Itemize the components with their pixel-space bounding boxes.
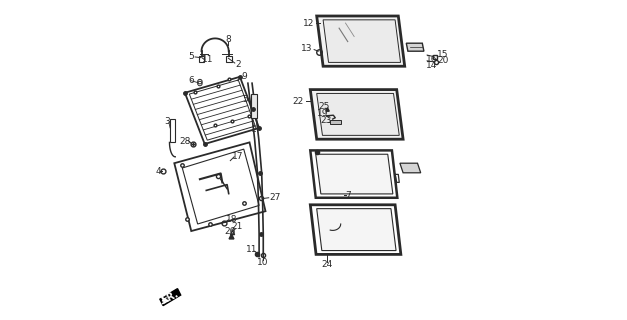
Text: 22: 22 bbox=[293, 97, 304, 106]
Text: 5: 5 bbox=[243, 95, 248, 104]
Text: 15: 15 bbox=[437, 50, 448, 59]
Bar bbox=[199, 56, 204, 62]
Text: 11: 11 bbox=[246, 245, 258, 254]
Text: 23: 23 bbox=[320, 116, 332, 125]
Polygon shape bbox=[160, 289, 181, 306]
Bar bbox=[226, 56, 231, 62]
Polygon shape bbox=[310, 90, 403, 139]
Bar bbox=[330, 120, 341, 124]
Text: 2: 2 bbox=[236, 60, 241, 68]
Bar bbox=[251, 94, 257, 118]
Text: 13: 13 bbox=[301, 44, 312, 53]
Text: 4: 4 bbox=[155, 167, 161, 176]
Text: FR.: FR. bbox=[160, 289, 181, 306]
Polygon shape bbox=[310, 205, 401, 254]
Polygon shape bbox=[310, 150, 398, 198]
Text: 14: 14 bbox=[426, 61, 437, 70]
Polygon shape bbox=[317, 16, 404, 66]
Text: 18: 18 bbox=[226, 215, 237, 224]
Text: 2: 2 bbox=[251, 125, 256, 134]
Text: 27: 27 bbox=[270, 193, 281, 202]
Text: 16: 16 bbox=[426, 55, 437, 64]
Text: 21: 21 bbox=[231, 222, 243, 231]
Text: 28: 28 bbox=[180, 137, 191, 146]
Text: 12: 12 bbox=[303, 19, 315, 28]
Polygon shape bbox=[174, 142, 265, 231]
Polygon shape bbox=[317, 93, 399, 135]
Text: 25: 25 bbox=[319, 102, 330, 111]
Text: 3: 3 bbox=[164, 117, 170, 126]
Text: 7: 7 bbox=[345, 191, 351, 200]
Polygon shape bbox=[406, 43, 424, 51]
Text: 26: 26 bbox=[224, 227, 235, 236]
Text: 20: 20 bbox=[437, 56, 448, 65]
Text: 11: 11 bbox=[202, 55, 214, 64]
Text: 9: 9 bbox=[242, 72, 248, 81]
Text: 5: 5 bbox=[188, 52, 194, 61]
Polygon shape bbox=[317, 209, 396, 251]
Text: 8: 8 bbox=[225, 35, 231, 44]
Text: 19: 19 bbox=[317, 109, 329, 118]
Text: 6: 6 bbox=[188, 76, 194, 84]
Bar bbox=[170, 119, 176, 142]
Polygon shape bbox=[323, 20, 401, 62]
Text: 10: 10 bbox=[257, 258, 269, 267]
Text: 17: 17 bbox=[231, 152, 243, 161]
Polygon shape bbox=[316, 154, 393, 194]
Text: 24: 24 bbox=[322, 260, 333, 269]
Polygon shape bbox=[400, 163, 421, 173]
Polygon shape bbox=[185, 77, 259, 144]
